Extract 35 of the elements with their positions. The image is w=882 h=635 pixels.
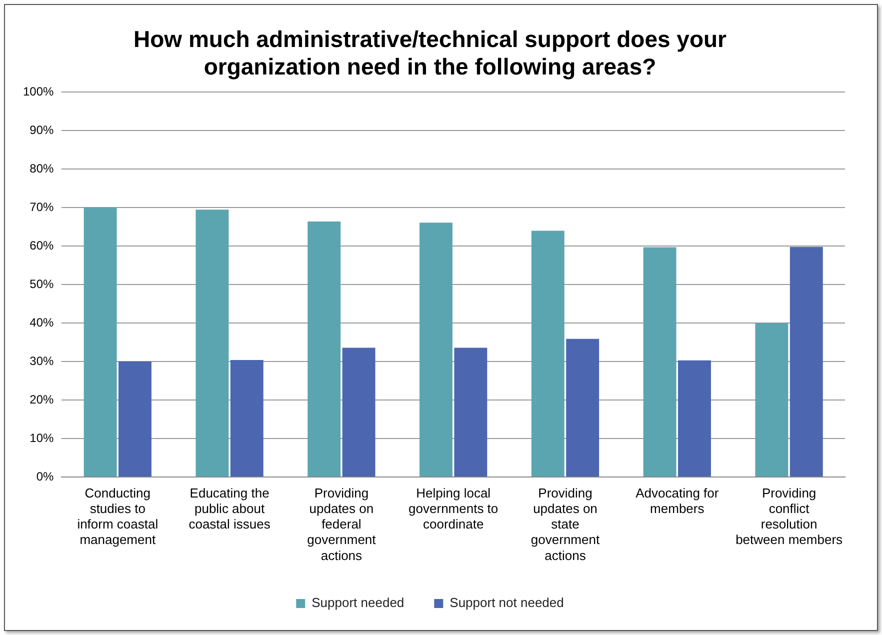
bar xyxy=(790,246,823,476)
bar xyxy=(308,221,341,476)
bar xyxy=(531,230,564,476)
x-tick-label: Helping local governments to coordinate xyxy=(408,485,498,532)
y-tick-label: 30% xyxy=(30,354,54,368)
y-tick-label: 80% xyxy=(30,161,54,176)
bar xyxy=(118,362,152,476)
bar xyxy=(678,360,711,476)
x-tick-label: Providing updates on federal government actions xyxy=(307,485,376,563)
y-tick-label: 70% xyxy=(30,200,54,214)
legend-label: Support needed xyxy=(312,595,404,610)
y-tick-label: 40% xyxy=(30,315,54,330)
y-tick-label: 90% xyxy=(30,122,54,137)
x-tick-label: Providing updates on state government actions xyxy=(530,485,600,563)
x-tick-label: Providing conflict resolution between members xyxy=(736,485,844,548)
bar xyxy=(196,210,229,476)
bar xyxy=(755,323,788,476)
y-tick-label: 100% xyxy=(22,84,54,99)
legend-label: Support not needed xyxy=(450,595,564,610)
x-tick-label: Conducting studies to inform coastal management xyxy=(77,485,158,548)
bar xyxy=(454,348,488,476)
x-tick-label: Educating the public about coastal issues xyxy=(188,485,271,532)
y-tick-label: 60% xyxy=(30,238,54,252)
x-tick-label: Advocating for members xyxy=(636,485,720,516)
bar xyxy=(342,348,376,476)
bar xyxy=(420,222,452,476)
y-tick-label: 10% xyxy=(30,430,54,445)
bar xyxy=(84,208,117,476)
bar xyxy=(566,338,600,476)
bar xyxy=(643,247,676,476)
y-tick-label: 20% xyxy=(30,392,54,406)
y-tick-label: 0% xyxy=(36,469,54,484)
chart-title: How much administrative/technical support does your organization need in the following areas? xyxy=(133,26,727,80)
bar xyxy=(230,360,264,476)
y-tick-label: 50% xyxy=(30,276,54,291)
